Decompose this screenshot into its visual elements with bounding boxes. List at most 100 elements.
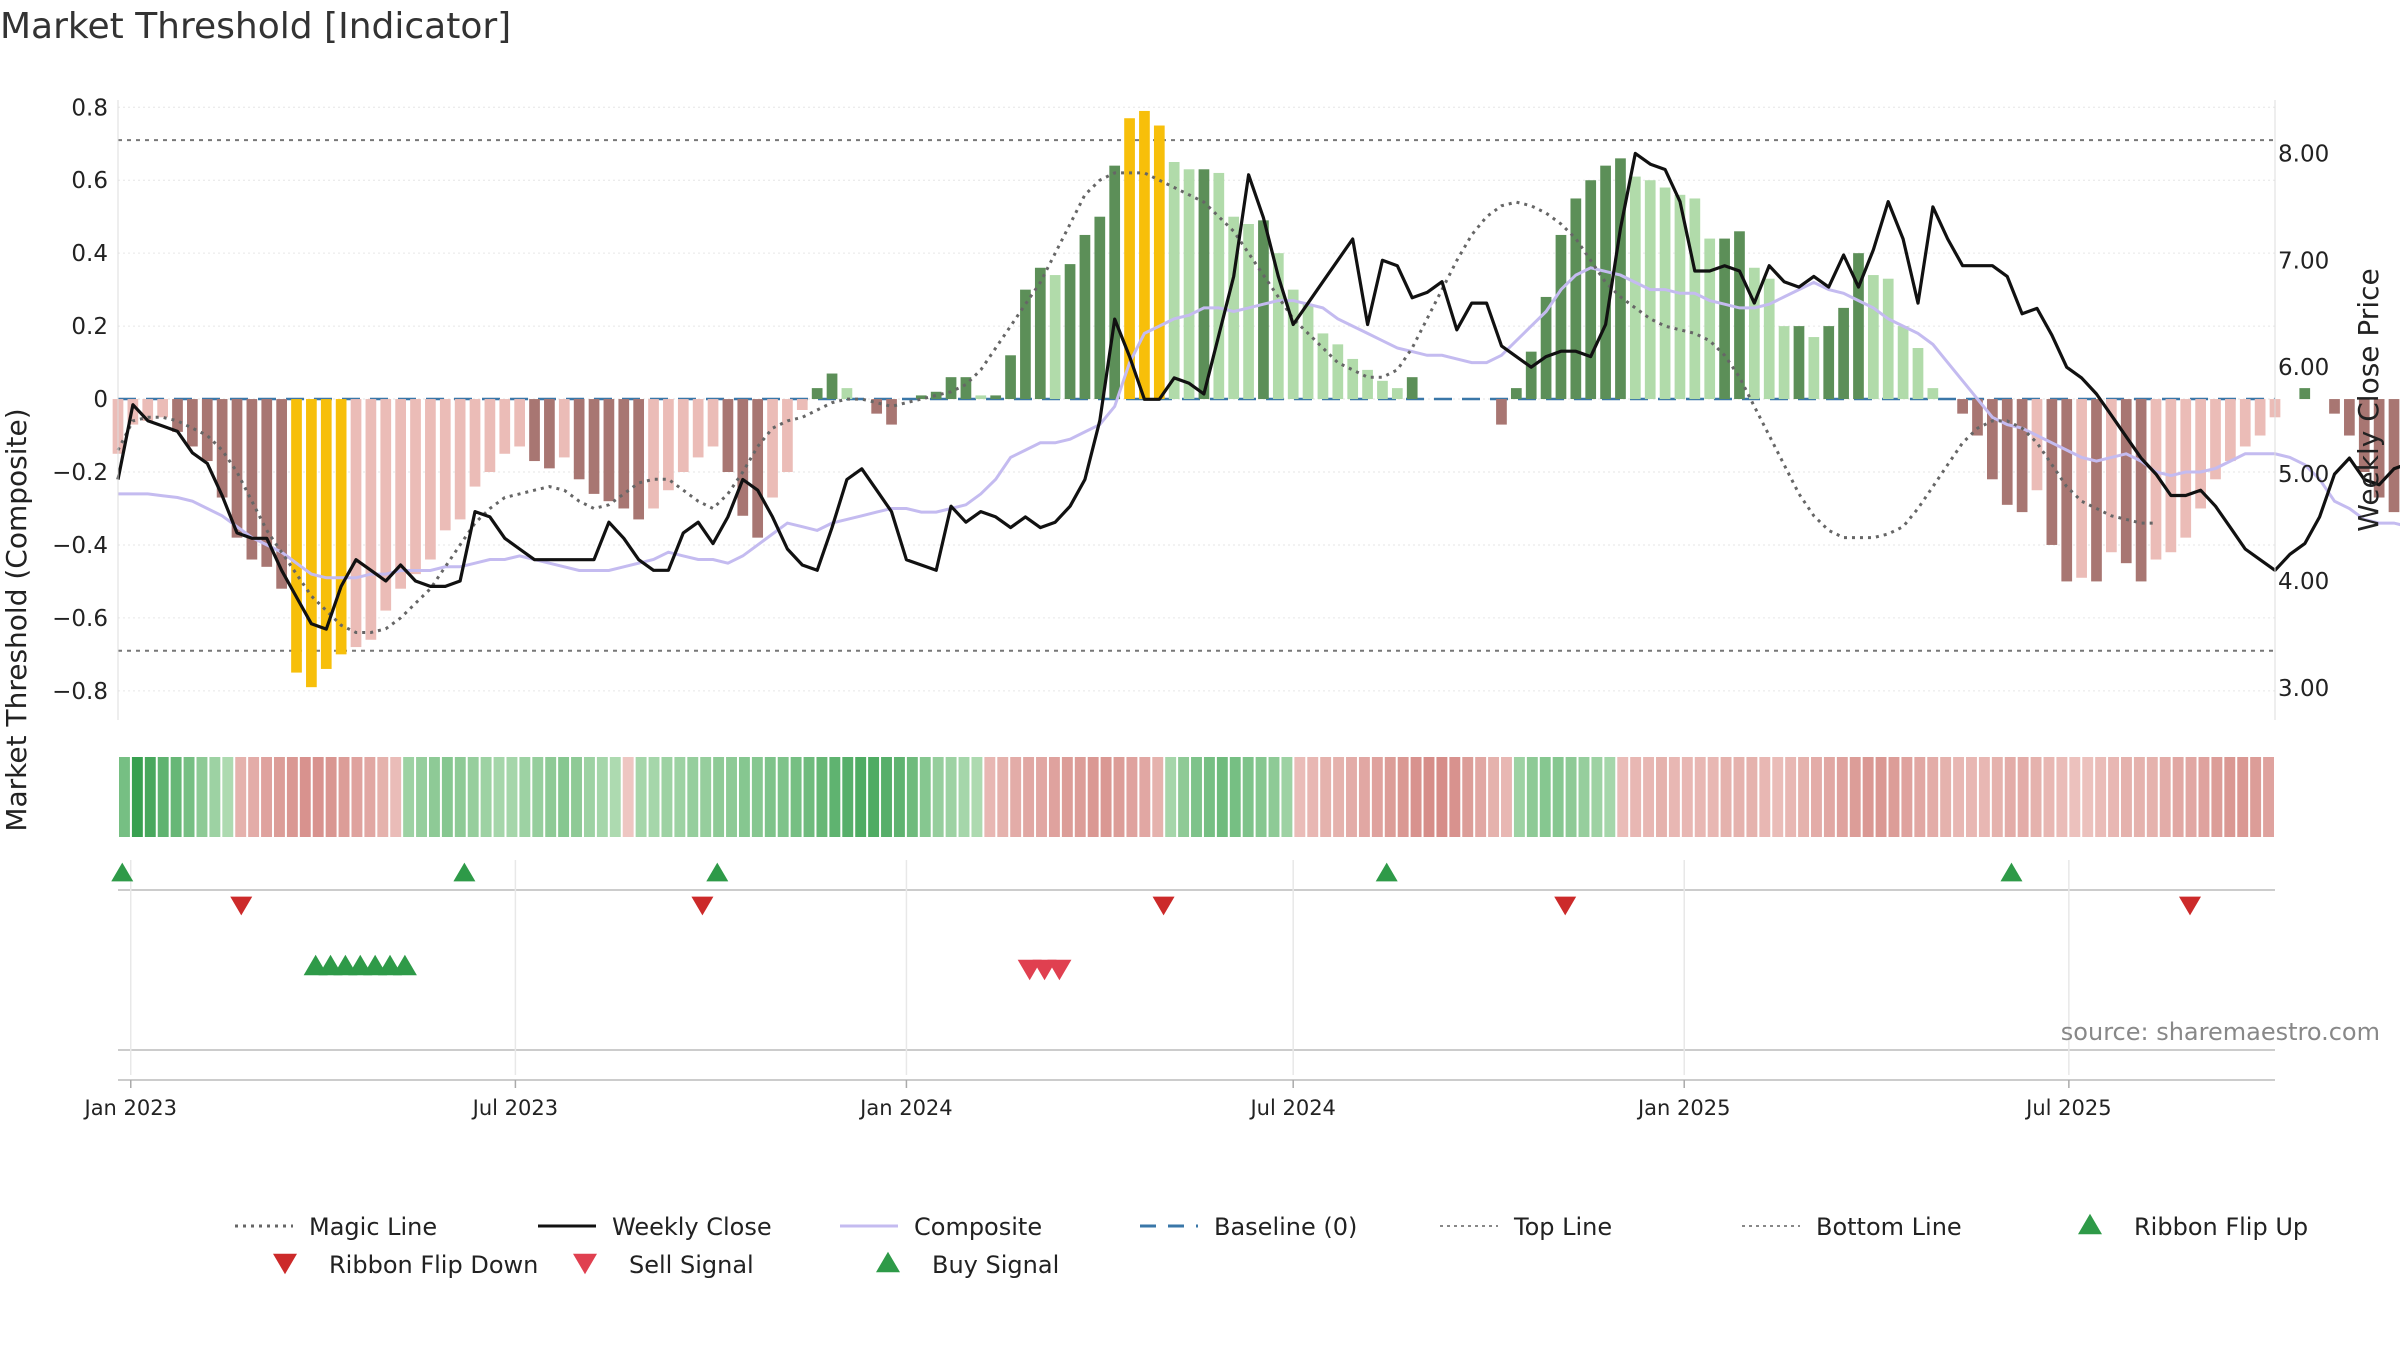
legend-label: Ribbon Flip Up [2134, 1213, 2308, 1241]
ribbon-cell [842, 757, 854, 837]
composite-bar [1585, 180, 1597, 400]
ribbon-cell [558, 757, 570, 837]
composite-bar [1198, 169, 1210, 400]
legend-item: Weekly Close [538, 1213, 772, 1241]
legend-item: Baseline (0) [1140, 1213, 1357, 1241]
ribbon-cell [1836, 757, 1848, 837]
x-tick-label: Jul 2025 [2024, 1096, 2111, 1120]
ribbon-cell [751, 757, 763, 837]
composite-bar [886, 399, 897, 425]
composite-bar [425, 399, 436, 560]
composite-bar [796, 399, 808, 410]
ribbon-cell [338, 757, 350, 837]
ribbon-cell [790, 757, 802, 837]
composite-bar [1912, 348, 1924, 400]
legend-swatch-icon [876, 1251, 900, 1273]
composite-bar [1778, 326, 1790, 400]
ribbon-flip-down-marker [691, 896, 714, 916]
ribbon-cell [261, 757, 272, 837]
ribbon-cell [1307, 757, 1319, 837]
ribbon-cell [1552, 757, 1564, 837]
ribbon-cell [971, 757, 983, 837]
composite-bar [1302, 304, 1314, 400]
ribbon-cell [183, 757, 195, 837]
ribbon-cell [1940, 757, 1952, 837]
composite-bar [1049, 275, 1061, 400]
ribbon-cell [1785, 757, 1797, 837]
ribbon-cell [2121, 757, 2132, 837]
composite-bar [2358, 399, 2370, 472]
ribbon-cell [2237, 757, 2249, 837]
y-tick-label: 0 [93, 387, 108, 413]
ribbon-cell [532, 757, 544, 837]
composite-bar [1034, 267, 1046, 400]
ribbon-cell [1191, 757, 1202, 837]
composite-bar [1629, 176, 1641, 400]
reference-lines [118, 139, 2275, 652]
composite-bar [1823, 326, 1835, 400]
composite-bar [990, 395, 1002, 400]
ribbon-cell [131, 757, 143, 837]
ribbon-cell [1681, 757, 1693, 837]
ribbon-cell [1578, 757, 1590, 837]
ribbon-cell [1927, 757, 1939, 837]
ribbon-cell [2017, 757, 2029, 837]
composite-bar [2180, 399, 2192, 538]
ribbon-cell [1358, 757, 1370, 837]
composite-bar [930, 391, 942, 400]
buy-signal-marker [392, 954, 417, 976]
composite-bar [1153, 125, 1165, 400]
ribbon-cell [1914, 757, 1926, 837]
ribbon-cell [1694, 757, 1706, 837]
ribbon-cell [1346, 757, 1357, 837]
composite-bar [960, 377, 972, 400]
composite-bar [915, 395, 927, 400]
ribbon-cell [1630, 757, 1642, 837]
composite-bar [1228, 216, 1240, 400]
x-tick-label: Jan 2025 [1636, 1096, 1731, 1120]
ribbon-cell [1242, 757, 1254, 837]
composite-bar [1347, 358, 1359, 400]
ribbon-cell [881, 757, 892, 837]
ribbon-cell [1165, 757, 1177, 837]
ribbon-cell [1268, 757, 1280, 837]
composite-bar [2299, 388, 2311, 400]
y2-axis-label: Weekly Close Price [2352, 268, 2385, 531]
ribbon-flip-down-marker [1554, 896, 1577, 916]
composite-bar [1064, 264, 1076, 400]
composite-bar [1555, 234, 1567, 400]
ribbon-cell [1501, 757, 1512, 837]
composite-bar [1763, 278, 1775, 400]
composite-bar [2373, 399, 2385, 498]
composite-bar [2016, 399, 2028, 513]
ribbon-cell [248, 757, 260, 837]
composite-bar [380, 399, 392, 611]
ribbon-cell [1423, 757, 1435, 837]
sell-signal-marker [1047, 959, 1072, 981]
ribbon-cell [1410, 757, 1422, 837]
ribbon-cell [1333, 757, 1345, 837]
chart-title: Market Threshold [Indicator] [0, 6, 511, 47]
composite-bar [648, 399, 659, 509]
composite-bar [1243, 224, 1254, 400]
composite-bar [1704, 238, 1716, 400]
y-tick-label: −0.6 [52, 606, 108, 632]
ribbon-cell [1048, 757, 1060, 837]
composite-bar [663, 399, 674, 491]
ribbon-cell [2263, 757, 2274, 837]
x-tick-label: Jan 2023 [83, 1096, 178, 1120]
ribbon-cell [1371, 757, 1383, 837]
ribbon-flip-down-marker [2178, 896, 2201, 916]
composite-bar [1079, 234, 1091, 400]
ribbon-cell [1449, 757, 1461, 837]
ribbon-cell [687, 757, 699, 837]
ribbon-cell [1733, 757, 1745, 837]
ribbon-cell [932, 757, 944, 837]
composite-bar [1659, 187, 1671, 400]
ribbon-cell [1178, 757, 1190, 837]
ribbon-cell [273, 757, 285, 837]
ribbon-cell [286, 757, 298, 837]
legend-label: Buy Signal [932, 1251, 1059, 1279]
ribbon-cell [1526, 757, 1538, 837]
composite-bar [782, 399, 793, 472]
